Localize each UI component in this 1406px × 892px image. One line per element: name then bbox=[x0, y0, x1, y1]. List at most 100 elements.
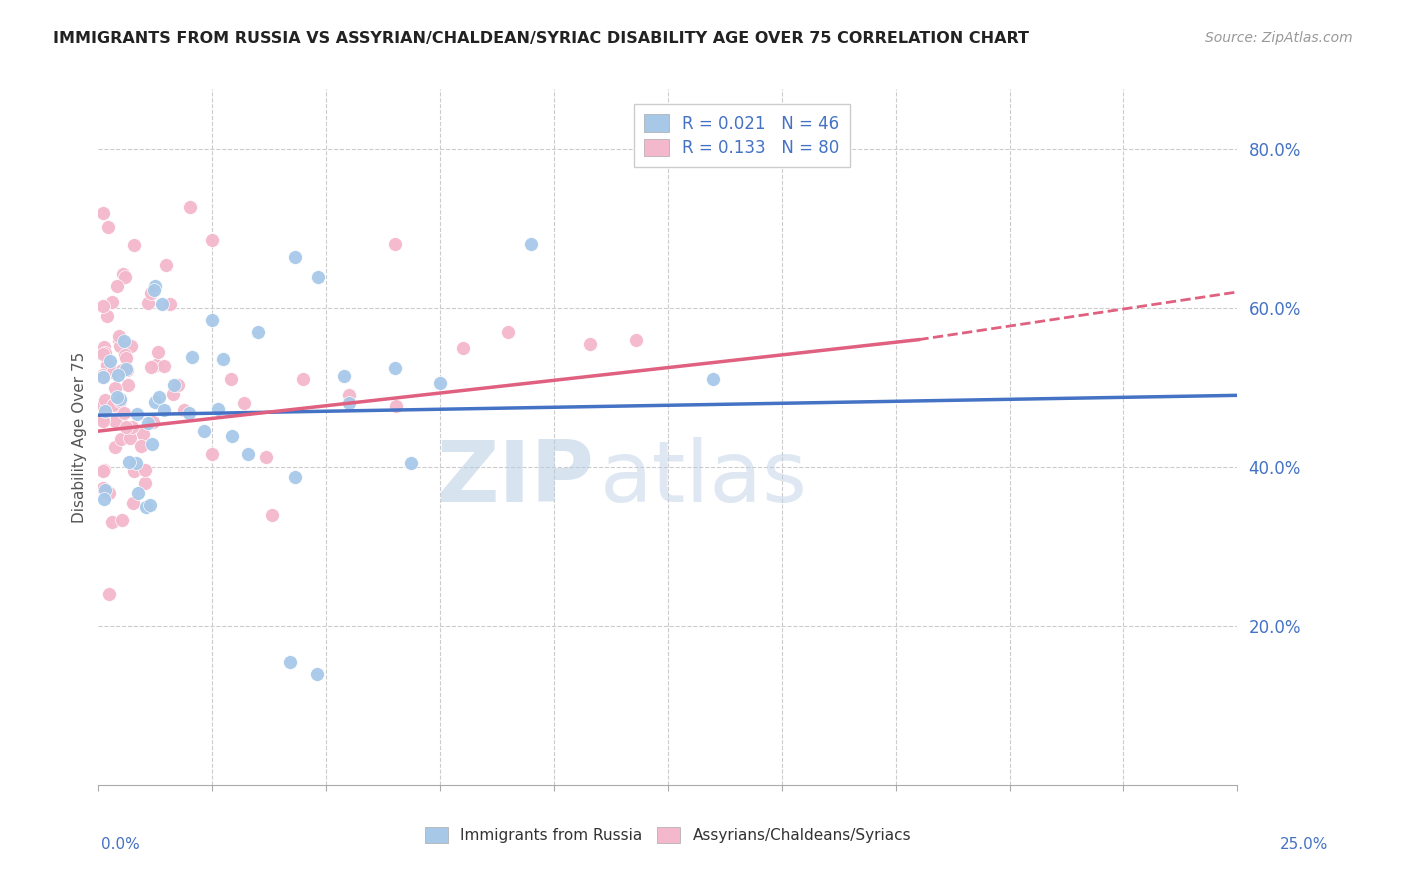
Point bbox=[112, 268, 135, 282]
Point bbox=[94, 483, 117, 497]
Point bbox=[115, 351, 138, 365]
Point bbox=[97, 485, 120, 500]
Point bbox=[141, 437, 163, 451]
Point bbox=[233, 396, 256, 410]
Y-axis label: Disability Age Over 75: Disability Age Over 75 bbox=[72, 351, 87, 523]
Point bbox=[142, 283, 165, 297]
Point bbox=[91, 411, 114, 425]
Point bbox=[139, 498, 162, 512]
Point bbox=[104, 414, 127, 428]
Point bbox=[96, 359, 118, 373]
Point bbox=[145, 279, 167, 293]
Point bbox=[115, 361, 138, 376]
Point bbox=[401, 456, 423, 470]
Point bbox=[166, 377, 188, 392]
Point bbox=[260, 508, 283, 522]
Point bbox=[104, 381, 127, 395]
Point bbox=[579, 336, 602, 351]
Point bbox=[385, 399, 408, 413]
Point bbox=[333, 369, 356, 384]
Text: ZIP: ZIP bbox=[436, 437, 593, 520]
Point bbox=[108, 328, 131, 343]
Point bbox=[284, 470, 307, 484]
Point bbox=[135, 500, 157, 514]
Point bbox=[624, 333, 647, 347]
Text: 0.0%: 0.0% bbox=[101, 838, 141, 852]
Point bbox=[337, 396, 360, 410]
Point bbox=[150, 297, 173, 311]
Point bbox=[162, 387, 184, 401]
Point bbox=[384, 360, 406, 375]
Point bbox=[105, 279, 128, 293]
Point bbox=[100, 516, 122, 530]
Point bbox=[93, 404, 115, 418]
Point bbox=[121, 420, 143, 434]
Point bbox=[91, 299, 114, 313]
Point bbox=[148, 390, 170, 404]
Point bbox=[97, 220, 120, 235]
Point bbox=[108, 394, 131, 409]
Point bbox=[111, 362, 134, 376]
Point bbox=[236, 447, 259, 461]
Point bbox=[211, 352, 233, 367]
Point bbox=[155, 258, 177, 272]
Point bbox=[112, 334, 135, 349]
Point bbox=[179, 200, 201, 214]
Point bbox=[307, 270, 329, 285]
Point bbox=[142, 415, 165, 429]
Point bbox=[163, 378, 186, 392]
Point bbox=[134, 462, 156, 476]
Point bbox=[108, 333, 131, 347]
Point bbox=[108, 339, 131, 353]
Point bbox=[152, 402, 174, 417]
Point bbox=[114, 420, 136, 434]
Point bbox=[94, 392, 117, 407]
Point bbox=[117, 378, 139, 392]
Point bbox=[108, 392, 131, 407]
Point bbox=[98, 587, 121, 601]
Point bbox=[173, 403, 195, 417]
Point bbox=[107, 399, 129, 413]
Point bbox=[177, 406, 200, 420]
Point bbox=[101, 398, 124, 412]
Point bbox=[91, 370, 114, 384]
Point bbox=[101, 294, 124, 309]
Point bbox=[93, 463, 115, 477]
Point bbox=[91, 347, 114, 361]
Point bbox=[284, 250, 307, 264]
Point bbox=[139, 286, 162, 301]
Point bbox=[114, 270, 136, 285]
Point bbox=[91, 413, 114, 427]
Point bbox=[146, 345, 169, 359]
Point bbox=[292, 372, 315, 386]
Text: IMMIGRANTS FROM RUSSIA VS ASSYRIAN/CHALDEAN/SYRIAC DISABILITY AGE OVER 75 CORREL: IMMIGRANTS FROM RUSSIA VS ASSYRIAN/CHALD… bbox=[53, 31, 1029, 46]
Point bbox=[702, 372, 724, 386]
Point bbox=[129, 439, 152, 453]
Point bbox=[246, 325, 269, 339]
Point bbox=[207, 402, 229, 417]
Point bbox=[132, 426, 155, 441]
Point bbox=[107, 368, 129, 383]
Point bbox=[136, 296, 159, 310]
Point bbox=[120, 338, 142, 352]
Point bbox=[159, 297, 181, 311]
Point bbox=[105, 390, 128, 404]
Point bbox=[93, 340, 115, 354]
Point bbox=[111, 513, 134, 527]
Point bbox=[139, 359, 162, 374]
Point bbox=[93, 491, 115, 506]
Point bbox=[384, 237, 406, 252]
Point bbox=[91, 206, 114, 220]
Point bbox=[193, 424, 215, 438]
Point bbox=[143, 395, 166, 409]
Text: atlas: atlas bbox=[599, 437, 807, 520]
Point bbox=[96, 310, 118, 324]
Legend: R = 0.021   N = 46, R = 0.133   N = 80: R = 0.021 N = 46, R = 0.133 N = 80 bbox=[634, 104, 849, 168]
Point bbox=[134, 475, 156, 490]
Point bbox=[118, 431, 141, 445]
Point bbox=[221, 429, 243, 443]
Point bbox=[115, 363, 138, 377]
Text: Source: ZipAtlas.com: Source: ZipAtlas.com bbox=[1205, 31, 1353, 45]
Point bbox=[307, 666, 329, 681]
Point bbox=[91, 463, 114, 477]
